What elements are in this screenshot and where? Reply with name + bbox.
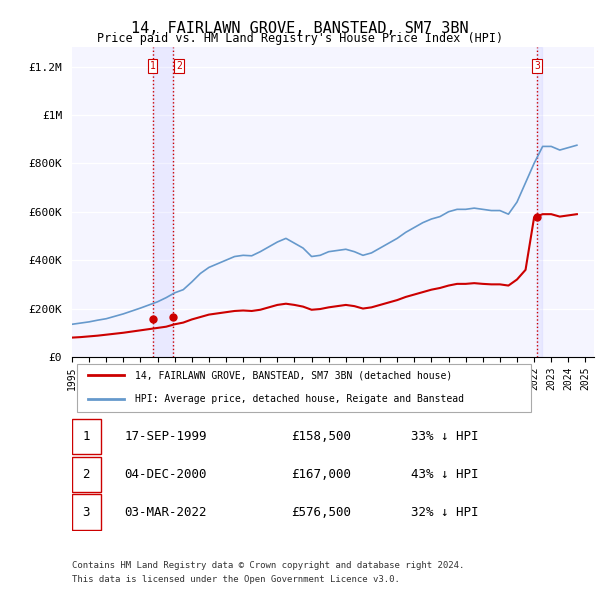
Bar — [537, 47, 542, 357]
Text: 3: 3 — [534, 61, 540, 71]
Text: 14, FAIRLAWN GROVE, BANSTEAD, SM7 3BN (detached house): 14, FAIRLAWN GROVE, BANSTEAD, SM7 3BN (d… — [134, 371, 452, 381]
Text: 14, FAIRLAWN GROVE, BANSTEAD, SM7 3BN: 14, FAIRLAWN GROVE, BANSTEAD, SM7 3BN — [131, 21, 469, 35]
Text: 3: 3 — [82, 506, 90, 519]
Text: Price paid vs. HM Land Registry's House Price Index (HPI): Price paid vs. HM Land Registry's House … — [97, 32, 503, 45]
Text: 1: 1 — [149, 61, 155, 71]
FancyBboxPatch shape — [77, 364, 532, 412]
Text: 04-DEC-2000: 04-DEC-2000 — [124, 468, 206, 481]
Text: 17-SEP-1999: 17-SEP-1999 — [124, 430, 206, 443]
Text: 1: 1 — [82, 430, 90, 443]
FancyBboxPatch shape — [72, 457, 101, 492]
Text: £167,000: £167,000 — [291, 468, 351, 481]
Text: 43% ↓ HPI: 43% ↓ HPI — [412, 468, 479, 481]
Text: HPI: Average price, detached house, Reigate and Banstead: HPI: Average price, detached house, Reig… — [134, 394, 464, 404]
FancyBboxPatch shape — [72, 494, 101, 530]
Text: 2: 2 — [176, 61, 182, 71]
FancyBboxPatch shape — [72, 419, 101, 454]
Text: 2: 2 — [82, 468, 90, 481]
Bar — [152, 47, 173, 357]
Text: 32% ↓ HPI: 32% ↓ HPI — [412, 506, 479, 519]
Text: Contains HM Land Registry data © Crown copyright and database right 2024.: Contains HM Land Registry data © Crown c… — [72, 560, 464, 569]
Text: 33% ↓ HPI: 33% ↓ HPI — [412, 430, 479, 443]
Text: This data is licensed under the Open Government Licence v3.0.: This data is licensed under the Open Gov… — [72, 575, 400, 584]
Text: £576,500: £576,500 — [291, 506, 351, 519]
Text: £158,500: £158,500 — [291, 430, 351, 443]
Text: 03-MAR-2022: 03-MAR-2022 — [124, 506, 206, 519]
